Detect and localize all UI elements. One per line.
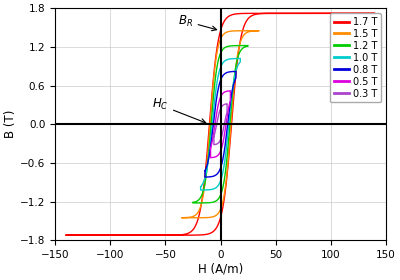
X-axis label: H (A/m): H (A/m) [198,263,243,276]
0.5 T [217,152,222,155]
1.7 T [64,234,68,237]
0.3 T [213,128,218,132]
0.3 T [213,143,218,146]
0.8 T [210,175,214,178]
1.5 T [180,216,184,220]
1.2 T [203,201,208,204]
1.2 T [213,77,218,80]
0.5 T [208,156,213,159]
1.5 T [213,214,218,217]
0.8 T [216,171,221,174]
1.5 T [257,29,262,32]
0.8 T [203,169,208,172]
Line: 1.7 T: 1.7 T [66,13,375,235]
1.2 T [215,199,220,202]
0.3 T [212,143,216,146]
1.2 T [190,201,195,205]
0.5 T [210,156,215,159]
0.3 T [214,142,219,146]
1.5 T [180,216,184,220]
0.5 T [208,146,213,150]
1.5 T [180,216,184,220]
0.8 T [234,70,238,73]
Line: 0.5 T: 0.5 T [210,91,230,158]
Legend: 1.7 T, 1.5 T, 1.2 T, 1.0 T, 0.8 T, 0.5 T, 0.3 T: 1.7 T, 1.5 T, 1.2 T, 1.0 T, 0.8 T, 0.5 T… [330,13,381,102]
1.2 T [246,44,250,47]
1.5 T [189,215,194,219]
1.0 T [198,185,203,188]
1.5 T [211,81,216,84]
0.5 T [216,154,220,157]
1.0 T [216,184,220,187]
0.8 T [214,173,219,176]
0.3 T [225,102,230,106]
1.0 T [207,188,212,192]
0.5 T [228,89,233,92]
Y-axis label: B (T): B (T) [4,110,17,138]
1.2 T [190,201,195,204]
0.3 T [217,111,222,114]
Line: 1.5 T: 1.5 T [182,31,259,218]
Text: $B_R$: $B_R$ [178,13,217,31]
1.7 T [371,12,376,15]
0.8 T [206,156,211,159]
1.5 T [208,216,212,219]
0.8 T [203,175,208,179]
1.2 T [197,197,202,200]
1.0 T [202,188,207,192]
0.8 T [215,90,220,94]
0.8 T [203,169,208,172]
1.7 T [66,234,70,237]
1.2 T [211,200,216,204]
1.7 T [189,229,194,233]
1.0 T [198,188,203,192]
1.7 T [102,234,106,237]
1.2 T [196,201,200,205]
1.0 T [238,57,243,60]
0.3 T [217,140,222,143]
Line: 1.2 T: 1.2 T [193,46,248,203]
0.5 T [208,146,213,150]
1.0 T [214,82,219,85]
1.0 T [203,174,208,178]
1.5 T [187,216,192,220]
0.3 T [212,135,216,138]
1.0 T [213,186,218,190]
0.3 T [212,135,216,138]
Line: 0.3 T: 0.3 T [214,104,227,145]
Line: 1.0 T: 1.0 T [201,59,240,190]
1.2 T [190,201,195,204]
1.7 T [134,234,139,237]
1.7 T [93,234,98,237]
0.8 T [206,175,210,179]
Text: $H_C$: $H_C$ [152,97,206,123]
0.5 T [213,155,218,159]
0.3 T [216,141,221,144]
1.7 T [199,233,204,237]
1.5 T [197,216,202,220]
Line: 0.8 T: 0.8 T [205,71,236,177]
1.7 T [64,234,68,237]
1.7 T [176,234,181,237]
1.0 T [198,185,203,188]
0.5 T [216,101,221,105]
0.5 T [210,136,215,139]
